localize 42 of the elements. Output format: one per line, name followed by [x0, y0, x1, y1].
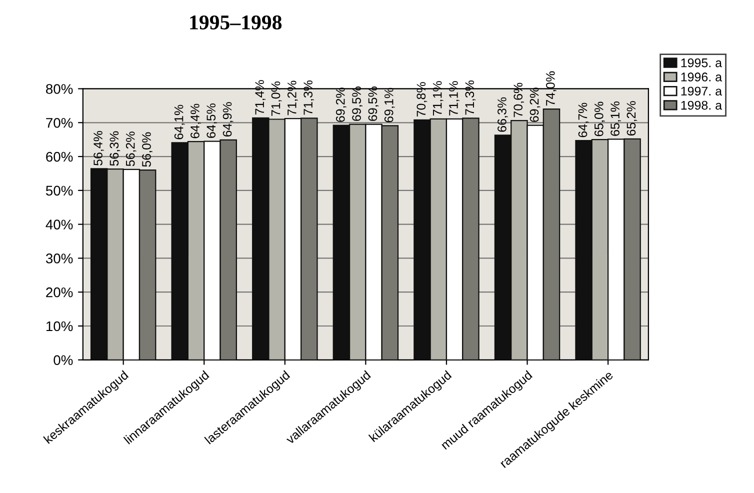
data-label: 65,1% [610, 101, 621, 136]
legend-label: 1997. a [681, 86, 722, 96]
y-tick-label: 80% [46, 84, 73, 94]
data-label: 56,0% [142, 132, 152, 167]
data-label: 69,5% [368, 86, 379, 121]
data-label: 64,4% [190, 104, 201, 138]
data-label: 74,0% [546, 71, 556, 106]
y-tick-label: 60% [46, 152, 73, 162]
chart-title: 1995–1998 [190, 15, 282, 30]
data-label: 65,0% [594, 102, 605, 136]
y-tick-label: 0% [54, 355, 73, 366]
data-label: 66,3% [498, 97, 508, 132]
data-label: 56,2% [126, 132, 136, 166]
y-tick-label: 40% [46, 220, 73, 230]
data-label: 69,5% [352, 86, 362, 121]
y-tick-label: 10% [46, 321, 73, 332]
data-label: 69,2% [336, 88, 346, 122]
y-tick-label: 30% [46, 254, 73, 264]
data-label: 70,8% [416, 82, 428, 117]
data-label: 71,3% [465, 80, 476, 115]
data-label: 70,6% [514, 82, 524, 118]
data-label: 56,3% [110, 131, 120, 166]
data-label: 71,0% [271, 81, 282, 116]
data-label: 64,1% [174, 104, 185, 140]
data-label: 65,2% [626, 101, 638, 136]
data-label: 64,5% [206, 104, 218, 138]
data-label: 64,7% [578, 102, 589, 138]
data-label: 71,4% [255, 80, 266, 114]
y-tick-label: 50% [46, 186, 73, 196]
y-tick-label: 70% [46, 118, 73, 128]
data-label: 71,2% [287, 80, 298, 116]
data-label: 71,3% [304, 80, 314, 115]
y-tick-label: 20% [46, 287, 73, 298]
legend-label: 1995. a [681, 58, 722, 68]
data-label: 69,1% [384, 88, 395, 122]
legend-label: 1998. a [681, 100, 722, 110]
data-label: 71,1% [432, 81, 444, 116]
data-label: 64,9% [222, 102, 234, 137]
data-label: 71,1% [449, 81, 460, 116]
legend-label: 1996. a [681, 72, 722, 82]
data-label: 56,4% [94, 130, 104, 166]
data-label: 69,2% [530, 88, 540, 122]
